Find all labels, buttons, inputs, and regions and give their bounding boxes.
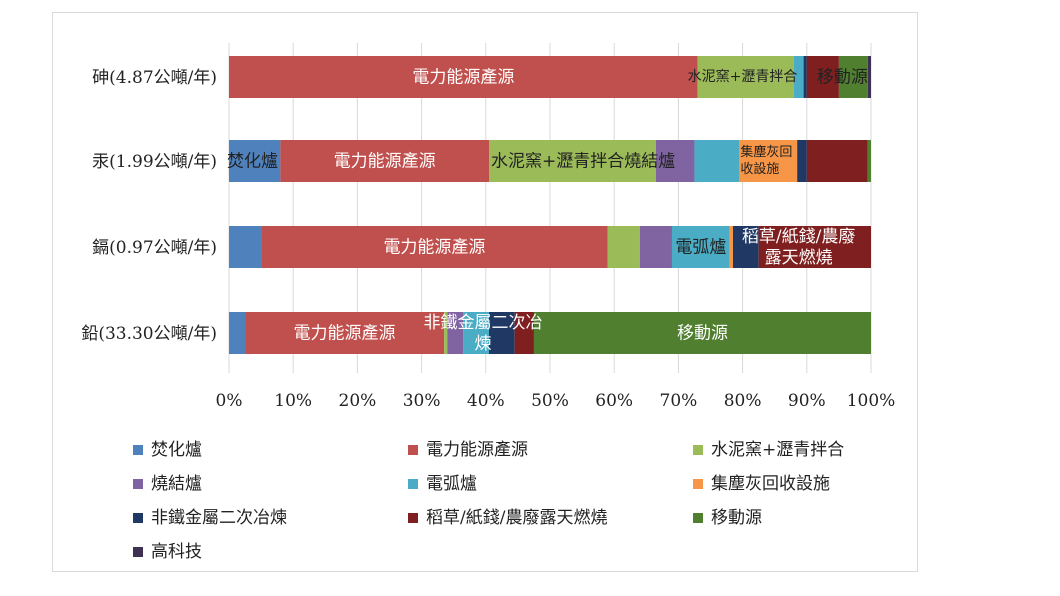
x-tick-label: 30% xyxy=(403,391,441,411)
x-tick-label: 60% xyxy=(595,391,633,411)
x-tick-label: 10% xyxy=(274,391,312,411)
x-tick-label: 20% xyxy=(339,391,377,411)
legend-swatch xyxy=(408,445,418,455)
bar-segment xyxy=(739,140,798,182)
bar-segment xyxy=(280,140,490,182)
bar-segment xyxy=(229,56,698,98)
category-label: 汞(1.99公噸/年) xyxy=(92,152,217,172)
legend-label: 稻草/紙錢/農廢露天燃燒 xyxy=(426,508,607,528)
bar-label: 電力能源產源 xyxy=(294,324,396,344)
bar-segment xyxy=(444,312,448,354)
legend-label: 集塵灰回收設施 xyxy=(711,474,830,494)
bar-label: 稻草/紙錢/農廢露天燃燒 xyxy=(742,227,855,268)
chart-frame: 0% 10% 20% 30% 40% 50% 60% 70% 80% 90% 100% 砷(4.87公… xyxy=(52,12,918,572)
bar-label-line: 水泥窯+瀝青拌合燒結爐 xyxy=(491,152,675,172)
bar-segment xyxy=(245,312,445,354)
bar-label: 集塵灰回收設施 xyxy=(740,144,792,177)
bar-label: 水泥窯+瀝青拌合 xyxy=(688,68,798,85)
bar-segment xyxy=(489,312,515,354)
bar-label: 電力能源產源 xyxy=(412,68,514,88)
bar-label-line: 電力能源產源 xyxy=(412,68,514,88)
legend-label: 水泥窯+瀝青拌合 xyxy=(711,440,844,460)
bar-label: 水泥窯+瀝青拌合燒結爐 xyxy=(491,152,675,172)
bar-segment xyxy=(447,312,464,354)
legend-swatch xyxy=(693,513,703,523)
bar-label-line: 電力能源產源 xyxy=(383,238,485,258)
x-tick-label: 70% xyxy=(660,391,698,411)
bar-segment xyxy=(229,226,262,268)
legend-label: 非鐵金屬二次冶煉 xyxy=(151,508,287,528)
bar-segment xyxy=(697,56,794,98)
bar-label-line: 電弧爐 xyxy=(675,238,726,258)
legend-swatch xyxy=(133,513,143,523)
bar-label-line: 露天燃燒 xyxy=(765,248,833,268)
bar-segment xyxy=(489,140,656,182)
bar-segment xyxy=(806,140,868,182)
bar-segment xyxy=(655,140,695,182)
bar-segment xyxy=(803,56,807,98)
legend-swatch xyxy=(693,445,703,455)
x-tick-label: 0% xyxy=(216,391,243,411)
bar-label-line: 集塵灰回 xyxy=(740,144,792,160)
bar-segment xyxy=(797,140,807,182)
legend-swatch xyxy=(693,479,703,489)
legend-label: 電力能源產源 xyxy=(426,440,528,460)
bar-segment xyxy=(694,140,740,182)
bar-label-line: 煉 xyxy=(475,334,492,354)
bar-label-line: 收設施 xyxy=(740,161,779,177)
x-tick-label: 40% xyxy=(467,391,505,411)
bar-label-line: 移動源 xyxy=(817,68,868,88)
bar-segment xyxy=(732,226,759,268)
bar-label: 電弧爐 xyxy=(675,238,726,258)
bar-label: 電力能源產源 xyxy=(334,152,436,172)
bar-segment xyxy=(867,140,871,182)
bar-label-line: 稻草/紙錢/農廢 xyxy=(742,227,855,247)
bar-segment xyxy=(838,56,868,98)
bar-label: 焚化爐 xyxy=(227,152,278,172)
bar-label-line: 移動源 xyxy=(677,324,728,344)
bar-label: 電力能源產源 xyxy=(383,238,485,258)
x-tick-label: 80% xyxy=(724,391,762,411)
stacked-bar-chart: 0% 10% 20% 30% 40% 50% 60% 70% 80% 90% 100% 砷(4.87公… xyxy=(81,43,896,562)
legend-swatch xyxy=(408,479,418,489)
bar-segment xyxy=(758,226,871,268)
bar-segment xyxy=(867,56,871,98)
x-tick-label: 90% xyxy=(788,391,826,411)
bar-segment xyxy=(793,56,804,98)
bar-segment xyxy=(639,226,672,268)
bar-label: 非鐵金屬二次冶煉 xyxy=(424,313,543,354)
legend-label: 移動源 xyxy=(711,508,762,528)
legend-swatch xyxy=(408,513,418,523)
bar-segment xyxy=(806,56,839,98)
bar-segment xyxy=(729,226,733,268)
bar-segment xyxy=(607,226,640,268)
legend-label: 燒結爐 xyxy=(151,474,202,494)
bar-label: 移動源 xyxy=(817,68,868,88)
bar-label: 移動源 xyxy=(677,324,728,344)
bar-label-line: 電力能源產源 xyxy=(334,152,436,172)
legend-swatch xyxy=(133,547,143,557)
legend-label: 焚化爐 xyxy=(151,440,202,460)
category-label: 砷(4.87公噸/年) xyxy=(92,68,217,88)
legend-swatch xyxy=(133,445,143,455)
x-tick-label: 50% xyxy=(531,391,569,411)
x-tick-label: 100% xyxy=(847,391,896,411)
bar-segment xyxy=(533,312,871,354)
bar-label-line: 水泥窯+瀝青拌合 xyxy=(688,68,798,85)
bar-segment xyxy=(261,226,608,268)
bar-label-line: 焚化爐 xyxy=(227,152,278,172)
bar-label-line: 非鐵金屬二次冶 xyxy=(424,313,543,333)
bar-segment xyxy=(229,140,281,182)
category-label: 鉛(33.30公噸/年) xyxy=(81,324,217,344)
bar-segment xyxy=(229,312,246,354)
legend-label: 高科技 xyxy=(151,542,202,562)
category-label: 鎘(0.97公噸/年) xyxy=(92,238,217,258)
bar-segment xyxy=(463,312,490,354)
legend-swatch xyxy=(133,479,143,489)
bar-segment xyxy=(514,312,534,354)
bar-label-line: 電力能源產源 xyxy=(294,324,396,344)
legend-label: 電弧爐 xyxy=(426,474,477,494)
bar-segment xyxy=(671,226,730,268)
